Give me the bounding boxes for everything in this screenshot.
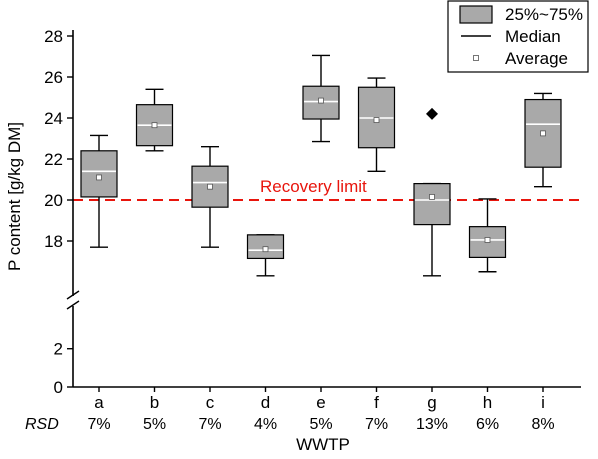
- box-b: [135, 88, 174, 152]
- box-f: [357, 77, 396, 173]
- x-tick-label: c: [206, 393, 215, 412]
- box-h: [468, 198, 507, 273]
- rsd-row-label: RSD: [25, 416, 59, 433]
- x-tick-label: a: [94, 393, 104, 412]
- x-tick-label: i: [541, 393, 545, 412]
- legend-box-swatch: [459, 5, 493, 24]
- legend-average-swatch: [473, 55, 479, 61]
- x-tick-label: e: [316, 393, 325, 412]
- y-tick-label: 28: [44, 27, 63, 46]
- box-d: [246, 234, 285, 277]
- axis-break-mark: [66, 290, 80, 300]
- legend-label: Average: [505, 49, 568, 68]
- box-iqr: [413, 183, 451, 226]
- x-tick-label: h: [483, 393, 492, 412]
- average-marker: [262, 246, 269, 253]
- box-g: [413, 107, 451, 277]
- y-tick-label: 18: [44, 232, 63, 251]
- legend-label: Median: [505, 27, 561, 46]
- box-a: [80, 134, 118, 248]
- rsd-value: 5%: [309, 416, 332, 433]
- legend-label: 25%~75%: [505, 5, 583, 24]
- average-marker: [96, 174, 102, 181]
- y-tick-label: 24: [44, 109, 63, 128]
- x-tick-label: g: [427, 393, 436, 412]
- rsd-value: 5%: [143, 416, 166, 433]
- x-axis-title: WWTP: [296, 435, 350, 454]
- rsd-value: 4%: [254, 416, 277, 433]
- average-marker: [318, 97, 324, 104]
- x-tick-label: d: [261, 393, 270, 412]
- outlier-point: [426, 107, 438, 120]
- average-marker: [151, 122, 158, 129]
- average-marker: [540, 130, 546, 137]
- x-tick-label: f: [374, 393, 379, 412]
- box-c: [191, 145, 229, 248]
- y-tick-label: 2: [54, 340, 63, 359]
- average-marker: [373, 117, 380, 123]
- y-tick-label: 22: [44, 150, 63, 169]
- average-marker: [429, 194, 435, 200]
- rsd-value: 7%: [365, 416, 388, 433]
- rsd-value: 7%: [87, 416, 110, 433]
- recovery-limit-label: Recovery limit: [260, 177, 367, 196]
- x-tick-label: b: [150, 393, 159, 412]
- box-iqr: [80, 150, 118, 198]
- box-i: [524, 92, 562, 188]
- box-e: [302, 54, 340, 143]
- rsd-value: 6%: [476, 416, 499, 433]
- y-tick-label: 0: [54, 378, 63, 397]
- rsd-value: 13%: [416, 416, 448, 433]
- axis-break-mark: [66, 300, 80, 310]
- rsd-value: 8%: [531, 416, 554, 433]
- y-tick-label: 20: [44, 191, 63, 210]
- y-axis-title: P content [g/kg DM]: [5, 122, 24, 271]
- rsd-value: 7%: [198, 416, 221, 433]
- y-tick-label: 26: [44, 68, 63, 87]
- average-marker: [207, 183, 213, 190]
- average-marker: [484, 237, 491, 243]
